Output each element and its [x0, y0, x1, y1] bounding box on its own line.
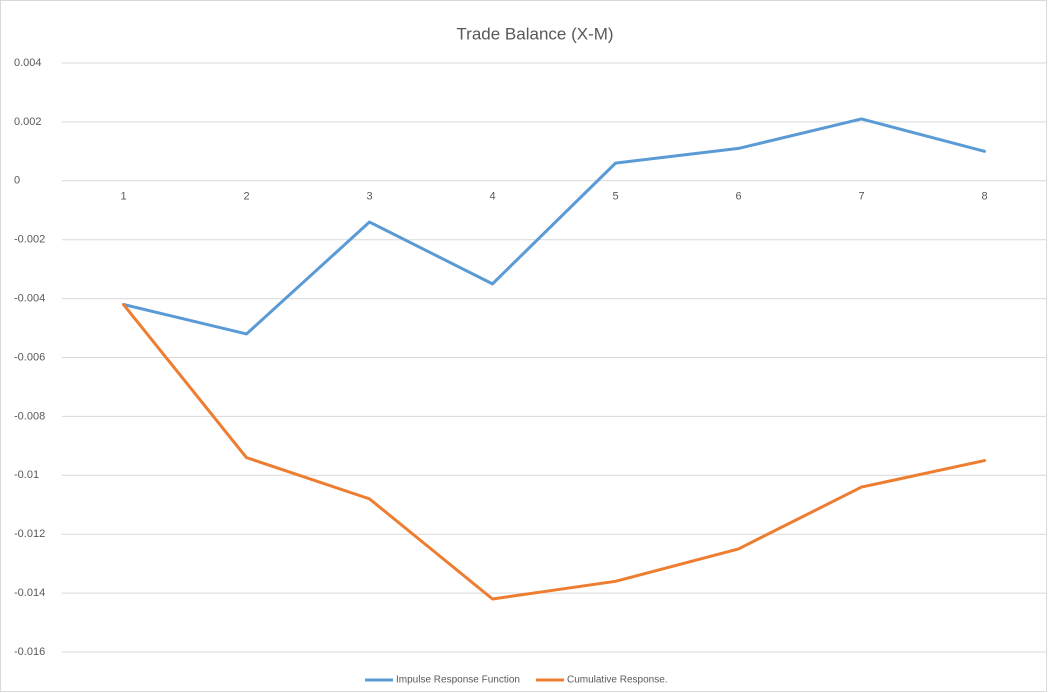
y-tick-label: -0.014 — [14, 587, 45, 599]
x-tick-label: 4 — [489, 191, 495, 203]
series-line — [122, 302, 986, 601]
x-tick-label: 7 — [858, 191, 864, 203]
y-tick-label: -0.012 — [14, 528, 45, 540]
x-tick-label: 8 — [981, 191, 987, 203]
y-tick-label: -0.01 — [14, 469, 39, 481]
chart-title: Trade Balance (X-M) — [456, 24, 613, 43]
y-tick-label: 0.002 — [14, 116, 42, 128]
x-tick-label: 2 — [243, 191, 249, 203]
y-tick-label: 0.004 — [14, 57, 42, 69]
y-tick-label: 0 — [14, 175, 20, 187]
y-tick-label: -0.016 — [14, 646, 45, 658]
y-tick-label: -0.002 — [14, 234, 45, 246]
x-tick-label: 5 — [612, 191, 618, 203]
y-tick-label: -0.006 — [14, 351, 45, 363]
x-tick-label: 3 — [366, 191, 372, 203]
legend-label: Impulse Response Function — [396, 675, 520, 686]
y-tick-label: -0.004 — [14, 293, 45, 305]
legend-label: Cumulative Response. — [567, 675, 668, 686]
x-tick-label: 6 — [735, 191, 741, 203]
y-tick-label: -0.008 — [14, 410, 45, 422]
x-tick-label: 1 — [120, 191, 126, 203]
series-line — [122, 117, 986, 336]
